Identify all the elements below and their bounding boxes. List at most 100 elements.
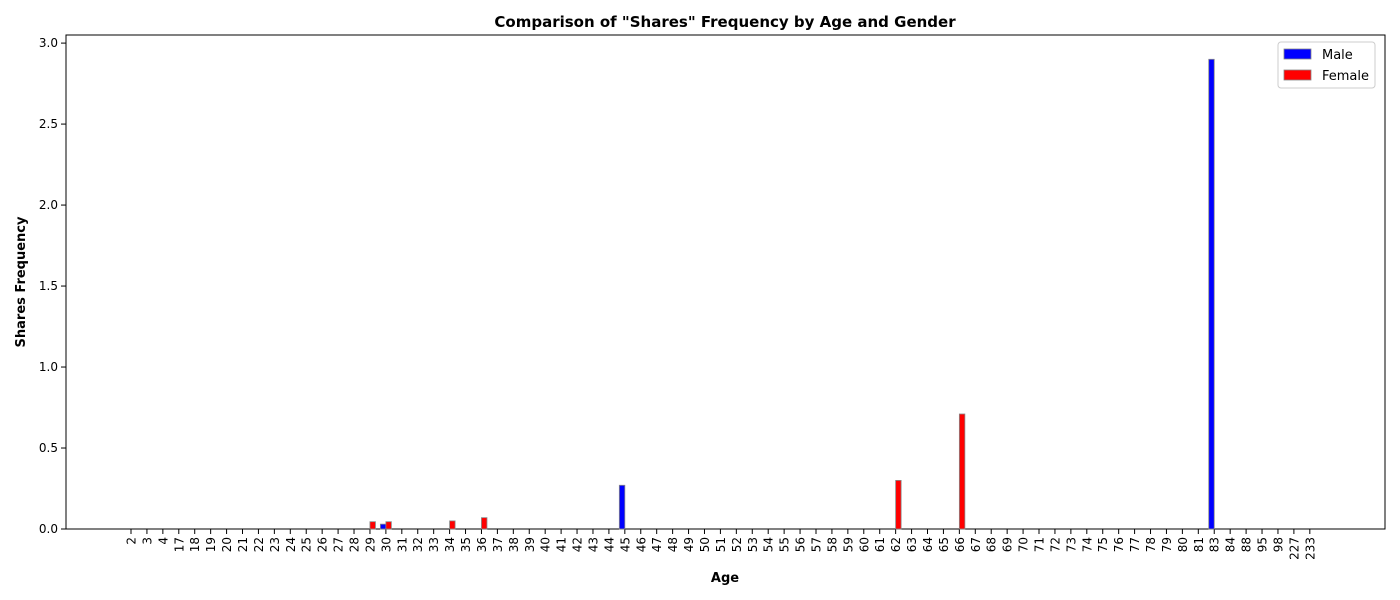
x-tick-label: 75	[1096, 537, 1110, 552]
x-tick-label: 52	[730, 537, 744, 552]
x-tick-label: 45	[618, 537, 632, 552]
x-tick-label: 62	[889, 537, 903, 552]
y-tick-label: 0.5	[39, 441, 58, 455]
x-tick-label: 73	[1064, 537, 1078, 552]
x-tick-label: 77	[1128, 537, 1142, 552]
x-tick-label: 4	[156, 537, 170, 545]
x-tick-label: 44	[602, 537, 616, 552]
x-tick-label: 58	[825, 537, 839, 552]
x-tick-label: 31	[395, 537, 409, 552]
x-tick-label: 30	[379, 537, 393, 552]
y-tick-label: 2.0	[39, 198, 58, 212]
legend-swatch-male	[1283, 48, 1312, 60]
x-tick-label: 59	[841, 537, 855, 552]
y-tick-label: 2.5	[39, 117, 58, 131]
x-tick-label: 55	[778, 537, 792, 552]
x-tick-label: 20	[220, 537, 234, 552]
x-tick-label: 24	[284, 537, 298, 552]
x-tick-label: 227	[1287, 537, 1301, 560]
bar-female-66	[958, 413, 966, 530]
x-tick-label: 38	[507, 537, 521, 552]
x-tick-label: 26	[316, 537, 330, 552]
x-tick-label: 47	[650, 537, 664, 552]
x-tick-label: 67	[969, 537, 983, 552]
bar-female-36	[481, 517, 488, 530]
x-tick-label: 36	[475, 537, 489, 552]
x-tick-label: 49	[682, 537, 696, 552]
x-tick-label: 68	[985, 537, 999, 552]
bar-female-34	[449, 520, 456, 530]
x-tick-label: 37	[491, 537, 505, 552]
bar-female-62	[895, 480, 902, 530]
x-tick-label: 65	[937, 537, 951, 552]
x-tick-label: 25	[300, 537, 314, 552]
x-tick-label: 78	[1144, 537, 1158, 552]
x-tick-label: 84	[1224, 537, 1238, 552]
x-tick-label: 17	[172, 537, 186, 552]
x-tick-label: 22	[252, 537, 266, 552]
x-tick-label: 18	[188, 537, 202, 552]
x-tick-label: 53	[746, 537, 760, 552]
x-tick-label: 28	[348, 537, 362, 552]
bar-female-29	[369, 521, 376, 530]
legend-label-female: Female	[1322, 69, 1369, 84]
x-tick-label: 98	[1271, 537, 1285, 552]
x-tick-label: 21	[236, 537, 250, 552]
x-tick-label: 79	[1160, 537, 1174, 552]
y-tick-label: 0.0	[39, 522, 58, 536]
x-tick-label: 69	[1001, 537, 1015, 552]
x-tick-label: 61	[873, 537, 887, 552]
x-tick-label: 81	[1192, 537, 1206, 552]
plot-area: 0.00.51.01.52.02.53.02 3 4 17 18 19 20 21 22 23 24…	[39, 34, 1386, 560]
x-tick-label: 74	[1080, 537, 1094, 552]
bar-male-30	[379, 523, 387, 530]
x-tick-label: 33	[427, 537, 441, 552]
x-tick-label: 3	[140, 537, 154, 545]
x-tick-label: 48	[666, 537, 680, 552]
plot-frame	[65, 34, 1386, 530]
x-tick-label: 43	[586, 537, 600, 552]
x-tick-label: 50	[698, 537, 712, 552]
x-tick-label: 60	[857, 537, 871, 552]
x-tick-label: 95	[1256, 537, 1270, 552]
x-tick-label: 233	[1303, 537, 1317, 560]
bar-male-45	[618, 484, 626, 530]
x-tick-label: 70	[1017, 537, 1031, 552]
legend-label-male: Male	[1322, 48, 1353, 63]
x-tick-label: 2	[125, 537, 139, 545]
x-tick-label: 34	[443, 537, 457, 552]
x-tick-label: 64	[921, 537, 935, 552]
bar-female-30	[385, 521, 392, 530]
x-tick-label: 23	[268, 537, 282, 552]
x-tick-label: 40	[539, 537, 553, 552]
chart-title: Comparison of "Shares" Frequency by Age …	[494, 13, 956, 31]
legend-swatch-female	[1283, 69, 1312, 81]
x-tick-label: 88	[1240, 537, 1254, 552]
x-tick-label: 51	[714, 537, 728, 552]
x-tick-label: 66	[953, 537, 967, 552]
y-axis-title: Shares Frequency	[14, 216, 29, 347]
x-axis-title: Age	[711, 571, 739, 586]
x-tick-label: 56	[794, 537, 808, 552]
x-tick-label: 57	[809, 537, 823, 552]
x-tick-label: 42	[571, 537, 585, 552]
x-tick-label: 29	[363, 537, 377, 552]
y-tick-label: 3.0	[39, 36, 58, 50]
x-tick-label: 71	[1033, 537, 1047, 552]
x-tick-label: 76	[1112, 537, 1126, 552]
y-tick-label: 1.5	[39, 279, 58, 293]
x-tick-label: 27	[332, 537, 346, 552]
x-tick-label: 72	[1048, 537, 1062, 552]
x-tick-label: 83	[1208, 537, 1222, 552]
y-tick-label: 1.0	[39, 360, 58, 374]
x-tick-label: 32	[411, 537, 425, 552]
x-tick-label: 54	[762, 537, 776, 552]
x-tick-label: 35	[459, 537, 473, 552]
x-tick-label: 19	[204, 537, 218, 552]
x-tick-label: 41	[555, 537, 569, 552]
x-tick-label: 39	[523, 537, 537, 552]
x-tick-label: 80	[1176, 537, 1190, 552]
bar-male-83	[1208, 58, 1215, 530]
x-tick-label: 46	[634, 537, 648, 552]
